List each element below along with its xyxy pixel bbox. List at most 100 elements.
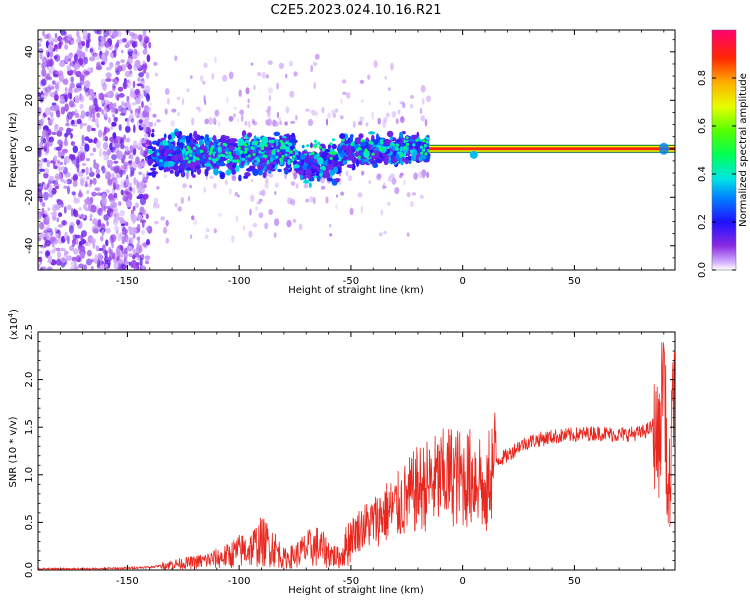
- signal-core: [313, 139, 317, 143]
- noise-speckle: [127, 245, 133, 252]
- noise-speckle: [113, 216, 118, 224]
- signal-speckle: [213, 148, 218, 152]
- signal-speckle: [372, 139, 379, 145]
- noise-speckle: [91, 127, 96, 132]
- faint-speckle: [189, 75, 193, 80]
- signal-speckle: [359, 142, 367, 147]
- noise-speckle: [53, 55, 58, 60]
- noise-speckle: [75, 238, 79, 245]
- noise-speckle: [94, 187, 101, 192]
- noise-speckle: [45, 250, 50, 257]
- noise-speckle: [43, 183, 48, 188]
- faint-speckle: [410, 95, 415, 99]
- noise-speckle: [73, 209, 79, 218]
- noise-speckle: [41, 68, 47, 77]
- faint-speckle: [253, 85, 256, 90]
- signal-speckle: [219, 136, 226, 144]
- faint-speckle: [357, 192, 363, 198]
- signal-speckle: [316, 175, 321, 182]
- signal-core: [405, 142, 410, 146]
- noise-speckle: [46, 182, 50, 188]
- signal-core: [264, 143, 268, 147]
- signal-speckle: [213, 168, 219, 176]
- noise-speckle: [80, 152, 86, 161]
- noise-speckle: [51, 243, 55, 248]
- noise-speckle: [48, 175, 55, 182]
- faint-speckle: [284, 121, 288, 126]
- signal-core: [217, 146, 221, 151]
- noise-speckle: [53, 155, 58, 162]
- noise-speckle: [67, 111, 73, 120]
- faint-speckle: [153, 61, 158, 66]
- faint-speckle: [268, 173, 274, 178]
- colorbar-tick-label: 0.8: [697, 70, 708, 86]
- noise-speckle: [117, 86, 124, 92]
- faint-speckle: [235, 215, 239, 223]
- noise-speckle: [97, 129, 103, 138]
- signal-core: [208, 152, 212, 156]
- noise-speckle: [89, 179, 93, 185]
- y-tick-label: 40: [24, 45, 35, 58]
- noise-speckle: [104, 50, 109, 58]
- noise-speckle: [142, 209, 147, 216]
- colorbar-label: Normalized spectral amplitude: [738, 73, 749, 227]
- signal-core: [272, 152, 276, 156]
- noise-speckle: [97, 252, 103, 261]
- noise-speckle: [44, 107, 52, 116]
- faint-speckle: [426, 95, 431, 103]
- noise-speckle: [136, 223, 141, 233]
- signal-core: [395, 147, 399, 151]
- faint-speckle: [176, 96, 181, 101]
- noise-speckle: [142, 176, 148, 184]
- signal-speckle: [272, 161, 276, 165]
- noise-speckle: [137, 77, 141, 82]
- noise-speckle: [52, 211, 57, 217]
- signal-speckle: [277, 151, 283, 155]
- signal-speckle: [387, 159, 392, 164]
- noise-speckle: [143, 194, 149, 200]
- faint-speckle: [367, 74, 371, 80]
- noise-speckle: [58, 166, 61, 172]
- faint-speckle: [305, 198, 310, 203]
- noise-speckle: [138, 119, 143, 124]
- noise-speckle: [136, 214, 143, 221]
- noise-speckle: [55, 80, 61, 85]
- noise-speckle: [38, 42, 42, 47]
- faint-speckle: [331, 109, 335, 115]
- signal-speckle: [152, 164, 158, 168]
- signal-speckle: [368, 131, 376, 135]
- noise-speckle: [104, 136, 109, 142]
- noise-speckle: [64, 55, 69, 63]
- signal-speckle: [151, 133, 155, 138]
- y-tick-label: 0.5: [24, 514, 35, 530]
- noise-speckle: [43, 168, 50, 174]
- noise-speckle: [75, 255, 81, 263]
- signal-core: [318, 157, 322, 161]
- noise-speckle: [59, 143, 63, 151]
- noise-speckle: [126, 73, 133, 77]
- noise-speckle: [81, 122, 88, 127]
- noise-speckle: [68, 128, 74, 132]
- noise-speckle: [66, 185, 71, 195]
- noise-speckle: [38, 213, 41, 218]
- noise-speckle: [142, 70, 147, 74]
- signal-core: [329, 142, 333, 146]
- noise-speckle: [107, 178, 113, 186]
- noise-speckle: [130, 259, 137, 268]
- noise-speckle: [44, 226, 50, 231]
- signal-speckle: [176, 135, 181, 139]
- faint-speckle: [371, 111, 375, 120]
- noise-speckle: [85, 157, 91, 162]
- signal-speckle: [347, 149, 352, 155]
- noise-speckle: [125, 221, 129, 226]
- faint-speckle: [290, 181, 296, 186]
- noise-speckle: [66, 204, 72, 211]
- noise-speckle: [46, 266, 53, 270]
- noise-speckle: [105, 239, 109, 247]
- noise-speckle: [132, 205, 136, 212]
- signal-speckle: [219, 171, 226, 180]
- noise-speckle: [40, 266, 44, 270]
- noise-speckle: [145, 117, 151, 121]
- signal-speckle: [212, 135, 217, 142]
- noise-speckle: [55, 258, 62, 266]
